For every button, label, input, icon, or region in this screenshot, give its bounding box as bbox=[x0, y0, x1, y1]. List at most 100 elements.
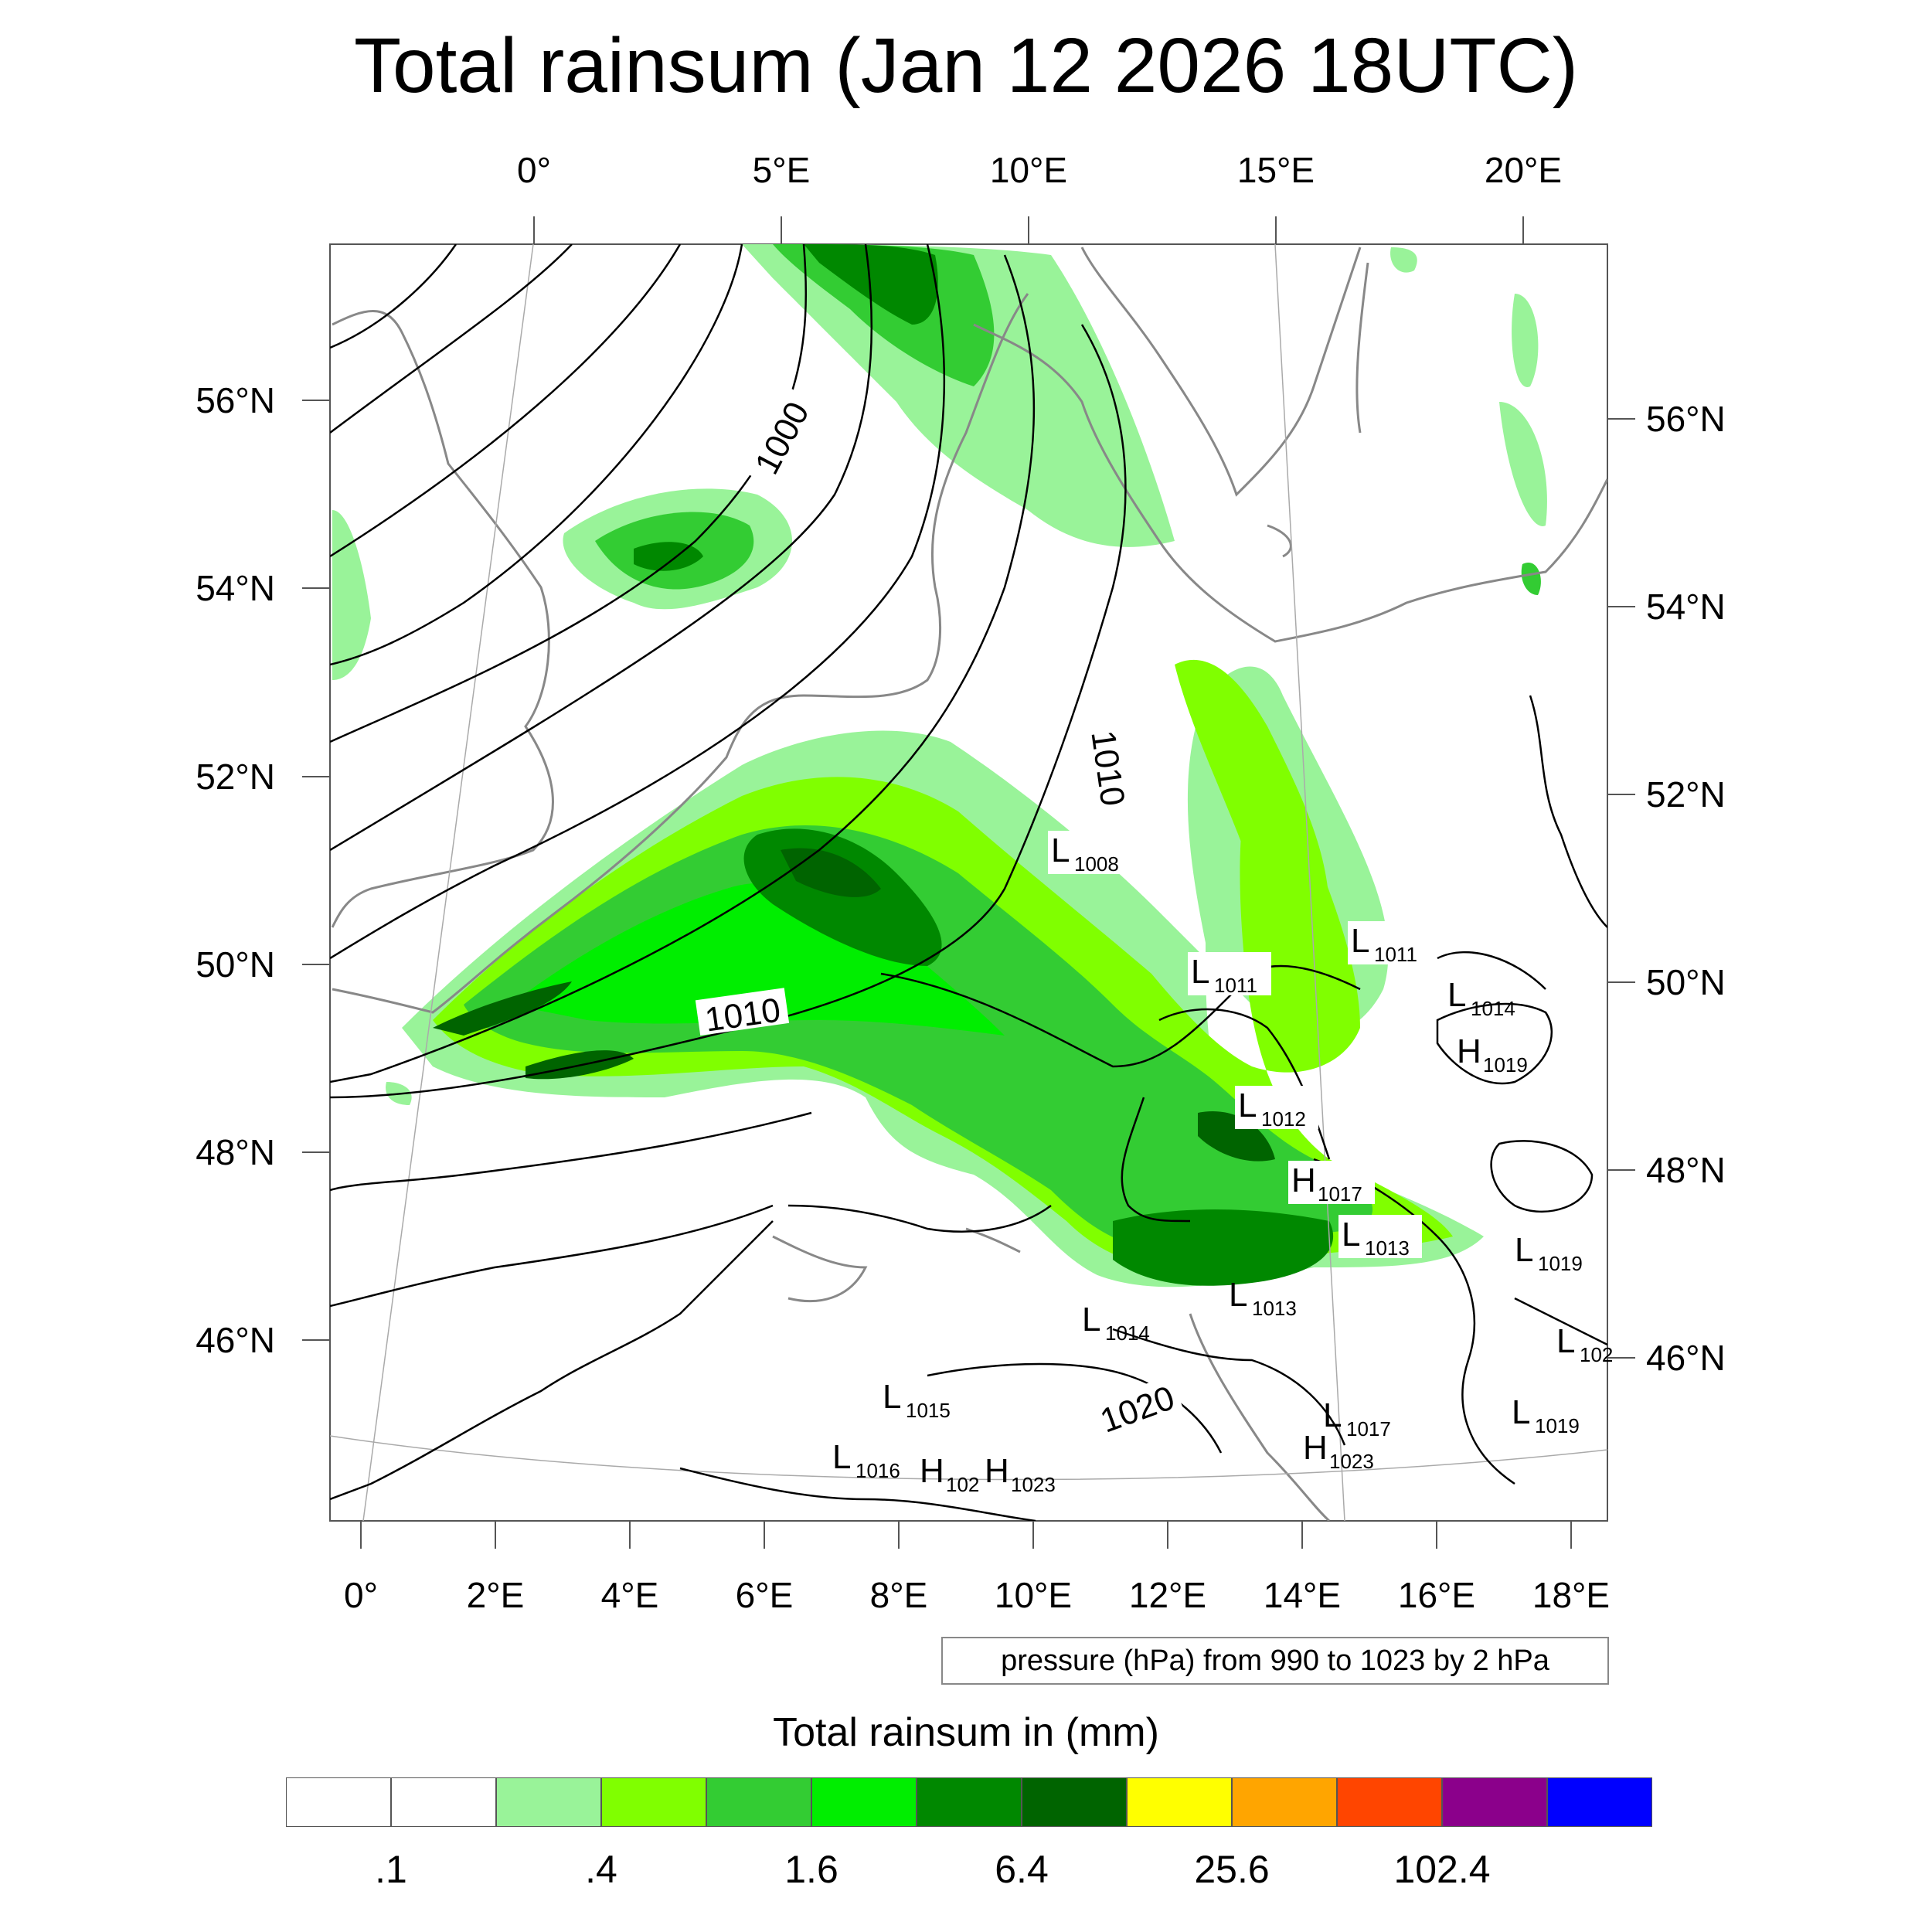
bottom-label-16e: 16°E bbox=[1398, 1575, 1475, 1615]
pressure-type: H bbox=[1303, 1429, 1328, 1467]
colorbar-bin bbox=[601, 1777, 706, 1827]
left-label-52n: 52°N bbox=[196, 757, 275, 797]
right-axis-labels: 56°N 54°N 52°N 50°N 48°N 46°N bbox=[1646, 399, 1726, 1378]
colorbar-bin bbox=[1022, 1777, 1127, 1827]
colorbar-bin bbox=[496, 1777, 601, 1827]
left-axis-labels: 56°N 54°N 52°N 50°N 48°N 46°N bbox=[196, 380, 275, 1360]
rain-area-uk-edge bbox=[332, 510, 371, 680]
isobar-16 bbox=[330, 1220, 774, 1501]
bottom-label-14e: 14°E bbox=[1264, 1575, 1341, 1615]
pressure-centres: L 1008 L 1011 L 1011 L 1014 H 1019 L 101… bbox=[832, 831, 1613, 1496]
rain-area-baltic-2 bbox=[1512, 294, 1539, 387]
coastlines bbox=[331, 247, 1607, 1521]
rain-area-poland bbox=[1175, 659, 1329, 917]
pressure-type: L bbox=[1191, 953, 1209, 991]
pressure-value: 1014 bbox=[1471, 997, 1515, 1020]
colorbar-label: 25.6 bbox=[1194, 1848, 1270, 1891]
coastline-great-britain bbox=[331, 310, 554, 928]
isobar-6 bbox=[330, 244, 873, 852]
isobar-7 bbox=[330, 244, 946, 960]
pressure-value: 1013 bbox=[1252, 1297, 1297, 1320]
rain-area-baltic-3 bbox=[1499, 402, 1547, 526]
colorbar-title: Total rainsum in (mm) bbox=[773, 1710, 1159, 1755]
contour-info-box: pressure (hPa) from 990 to 1023 by 2 hPa bbox=[941, 1637, 1609, 1685]
coastline-adriatic bbox=[1189, 1313, 1331, 1521]
pressure-type: L bbox=[1342, 1216, 1360, 1253]
right-label-54n: 54°N bbox=[1646, 587, 1726, 627]
bottom-label-4e: 4°E bbox=[601, 1575, 659, 1615]
isobar-17 bbox=[1313, 1158, 1515, 1485]
pressure-type: L bbox=[1082, 1301, 1100, 1338]
coastline-gotland bbox=[1355, 262, 1369, 434]
top-label-15e: 15°E bbox=[1237, 150, 1315, 190]
pressure-value: 1017 bbox=[1318, 1182, 1362, 1206]
pressure-type: L bbox=[1229, 1276, 1247, 1314]
pressure-value: 1019 bbox=[1483, 1053, 1528, 1077]
graticule bbox=[330, 244, 1607, 1521]
top-axis-labels: 0° 5°E 10°E 15°E 20°E bbox=[517, 150, 1562, 190]
colorbar-bin bbox=[1337, 1777, 1442, 1827]
colorbar-bin bbox=[706, 1777, 811, 1827]
pressure-value: 1019 bbox=[1538, 1252, 1583, 1275]
pressure-value: 1011 bbox=[1214, 974, 1257, 997]
pressure-type: H bbox=[1457, 1032, 1481, 1070]
pressure-type: L bbox=[1238, 1087, 1257, 1124]
pressure-value: 1014 bbox=[1105, 1321, 1150, 1345]
left-label-54n: 54°N bbox=[196, 568, 275, 608]
colorbar-bin bbox=[1547, 1777, 1652, 1827]
isobar-1 bbox=[330, 244, 457, 349]
isobar-3 bbox=[330, 244, 682, 558]
pressure-value: 102 bbox=[1580, 1343, 1613, 1366]
coastline-baltic-south bbox=[973, 323, 1607, 643]
isobar-10 bbox=[880, 964, 1361, 1068]
bottom-axis-labels: 0° 2°E 4°E 6°E 8°E 10°E 12°E 14°E 16°E 1… bbox=[344, 1575, 1610, 1615]
pressure-type: L bbox=[883, 1378, 901, 1416]
pressure-value: 1023 bbox=[1011, 1473, 1056, 1496]
colorbar-label: .1 bbox=[375, 1848, 407, 1891]
rain-area-skagerrak-medium bbox=[773, 244, 995, 386]
rain-area-baltic-4 bbox=[1521, 563, 1541, 595]
isobar-12 bbox=[330, 1204, 774, 1308]
map-title: Total rainsum (Jan 12 2026 18UTC) bbox=[353, 22, 1579, 109]
pressure-type: L bbox=[832, 1438, 851, 1476]
isobar-east-small bbox=[1437, 951, 1546, 990]
colorbar-bin bbox=[917, 1777, 1022, 1827]
bottom-label-18e: 18°E bbox=[1532, 1575, 1610, 1615]
isobar-far-east bbox=[1529, 695, 1607, 928]
rain-area-eastern-core bbox=[1198, 1111, 1275, 1162]
isobar-5 bbox=[330, 244, 808, 743]
pressure-type: H bbox=[920, 1452, 944, 1490]
colorbar bbox=[286, 1777, 1652, 1827]
colorbar-label: .4 bbox=[585, 1848, 617, 1891]
right-label-50n: 50°N bbox=[1646, 962, 1726, 1002]
rain-area-very-heavy-west bbox=[433, 981, 572, 1036]
left-label-56n: 56°N bbox=[196, 380, 275, 420]
left-label-46n: 46°N bbox=[196, 1320, 275, 1360]
pressure-value: 1017 bbox=[1346, 1417, 1391, 1440]
bottom-label-0: 0° bbox=[344, 1575, 378, 1615]
colorbar-bin bbox=[811, 1777, 917, 1827]
rain-area-baltic-1 bbox=[1390, 247, 1417, 273]
pressure-value: 1015 bbox=[906, 1399, 951, 1422]
isobar-9-1010 bbox=[330, 324, 1127, 1099]
pressure-type: H bbox=[1291, 1162, 1316, 1199]
bottom-label-10e: 10°E bbox=[995, 1575, 1072, 1615]
top-label-5e: 5°E bbox=[753, 150, 811, 190]
tick-marks bbox=[302, 216, 1635, 1549]
lake-geneva bbox=[772, 1235, 868, 1303]
colorbar-bin bbox=[1232, 1777, 1337, 1827]
island-bornholm bbox=[1267, 524, 1292, 558]
pressure-type: L bbox=[1447, 976, 1466, 1014]
isobar-2 bbox=[330, 244, 573, 434]
rain-area-bright bbox=[510, 883, 1005, 1036]
pressure-value: 1012 bbox=[1261, 1107, 1306, 1131]
left-label-50n: 50°N bbox=[196, 944, 275, 985]
isobar-closed-east bbox=[1436, 1002, 1553, 1085]
rain-area-skagerrak bbox=[742, 244, 1175, 547]
pressure-value: 1019 bbox=[1535, 1414, 1580, 1437]
top-label-0: 0° bbox=[517, 150, 551, 190]
colorbar-label: 102.4 bbox=[1393, 1848, 1491, 1891]
bottom-label-8e: 8°E bbox=[870, 1575, 928, 1615]
pressure-value: 1008 bbox=[1074, 852, 1119, 876]
